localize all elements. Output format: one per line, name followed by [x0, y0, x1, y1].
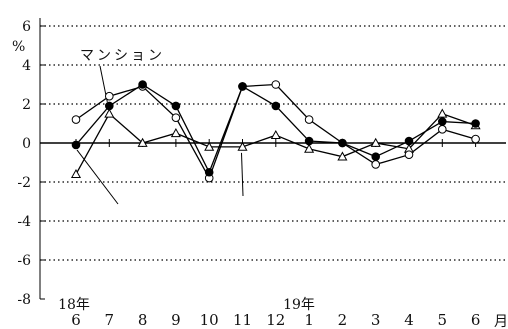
marker-apart [104, 108, 115, 118]
marker-apart [137, 137, 148, 147]
marker-total [71, 140, 81, 150]
marker-apart [370, 137, 381, 147]
marker-apart [270, 129, 281, 140]
marker-total [204, 167, 214, 177]
x-tick-label: 7 [105, 311, 115, 329]
marker-mansion [404, 150, 414, 159]
y-axis-unit-label: % [12, 39, 25, 55]
series-markers [70, 80, 481, 183]
leader-apart [241, 152, 244, 197]
x-year-label-19: 19年 [283, 297, 315, 313]
annotation-mansion: マンション [80, 48, 165, 64]
marker-mansion [105, 91, 114, 101]
x-year-label-18: 18年 [58, 297, 90, 313]
marker-total [138, 80, 147, 89]
x-tick-label: 5 [438, 311, 448, 329]
marker-mansion [371, 160, 381, 169]
marker-mansion [438, 125, 447, 134]
marker-total [171, 101, 181, 111]
x-tick-label: 2 [338, 311, 348, 329]
y-tick-label: -2 [17, 175, 31, 191]
marker-apart [70, 168, 82, 179]
y-tick-label: 4 [22, 58, 31, 74]
marker-total [105, 101, 114, 111]
marker-total [304, 136, 314, 146]
x-tick-label: 1 [304, 311, 314, 329]
x-tick-label: 12 [266, 311, 285, 329]
marker-mansion [304, 115, 314, 124]
marker-total [371, 152, 381, 161]
y-tick-label: 6 [22, 19, 31, 35]
marker-apart [337, 151, 348, 161]
x-axis: 6 7 8 9 10 11 12 1 2 3 4 5 6 [71, 139, 480, 329]
x-axis-unit-label: 月 [494, 314, 508, 329]
marker-mansion [171, 113, 181, 122]
grid-lines [40, 25, 506, 261]
marker-total [471, 119, 480, 128]
y-tick-label: 0 [22, 136, 31, 152]
x-tick-label: 10 [200, 311, 219, 329]
y-tick-label: 2 [22, 97, 31, 113]
y-tick-label: -8 [17, 292, 31, 308]
y-axis: -8 -6 -4 -2 0 2 4 6 [17, 18, 45, 308]
marker-apart [237, 141, 248, 151]
marker-apart [304, 143, 315, 153]
marker-total [338, 138, 347, 148]
x-tick-label: 4 [404, 311, 414, 329]
x-tick-label: 6 [71, 311, 81, 329]
x-tick-label: 3 [371, 311, 381, 329]
marker-total [438, 117, 447, 126]
marker-total [238, 82, 247, 91]
x-tick-label: 8 [138, 311, 148, 329]
marker-total [404, 136, 414, 146]
y-tick-label: -6 [17, 253, 31, 269]
x-tick-label: 6 [471, 311, 481, 329]
marker-mansion [471, 134, 480, 144]
marker-apart [437, 108, 448, 118]
series-line-1 [75, 83, 476, 174]
marker-mansion [71, 115, 81, 124]
marker-total [271, 101, 281, 111]
x-tick-label: 9 [171, 311, 181, 329]
marker-apart [204, 141, 215, 151]
marker-apart [170, 128, 181, 138]
x-tick-label: 11 [233, 311, 252, 329]
y-tick-label: -4 [17, 214, 31, 230]
annotation-leaders [76, 65, 244, 205]
marker-mansion [271, 80, 281, 89]
leader-total [76, 149, 119, 205]
